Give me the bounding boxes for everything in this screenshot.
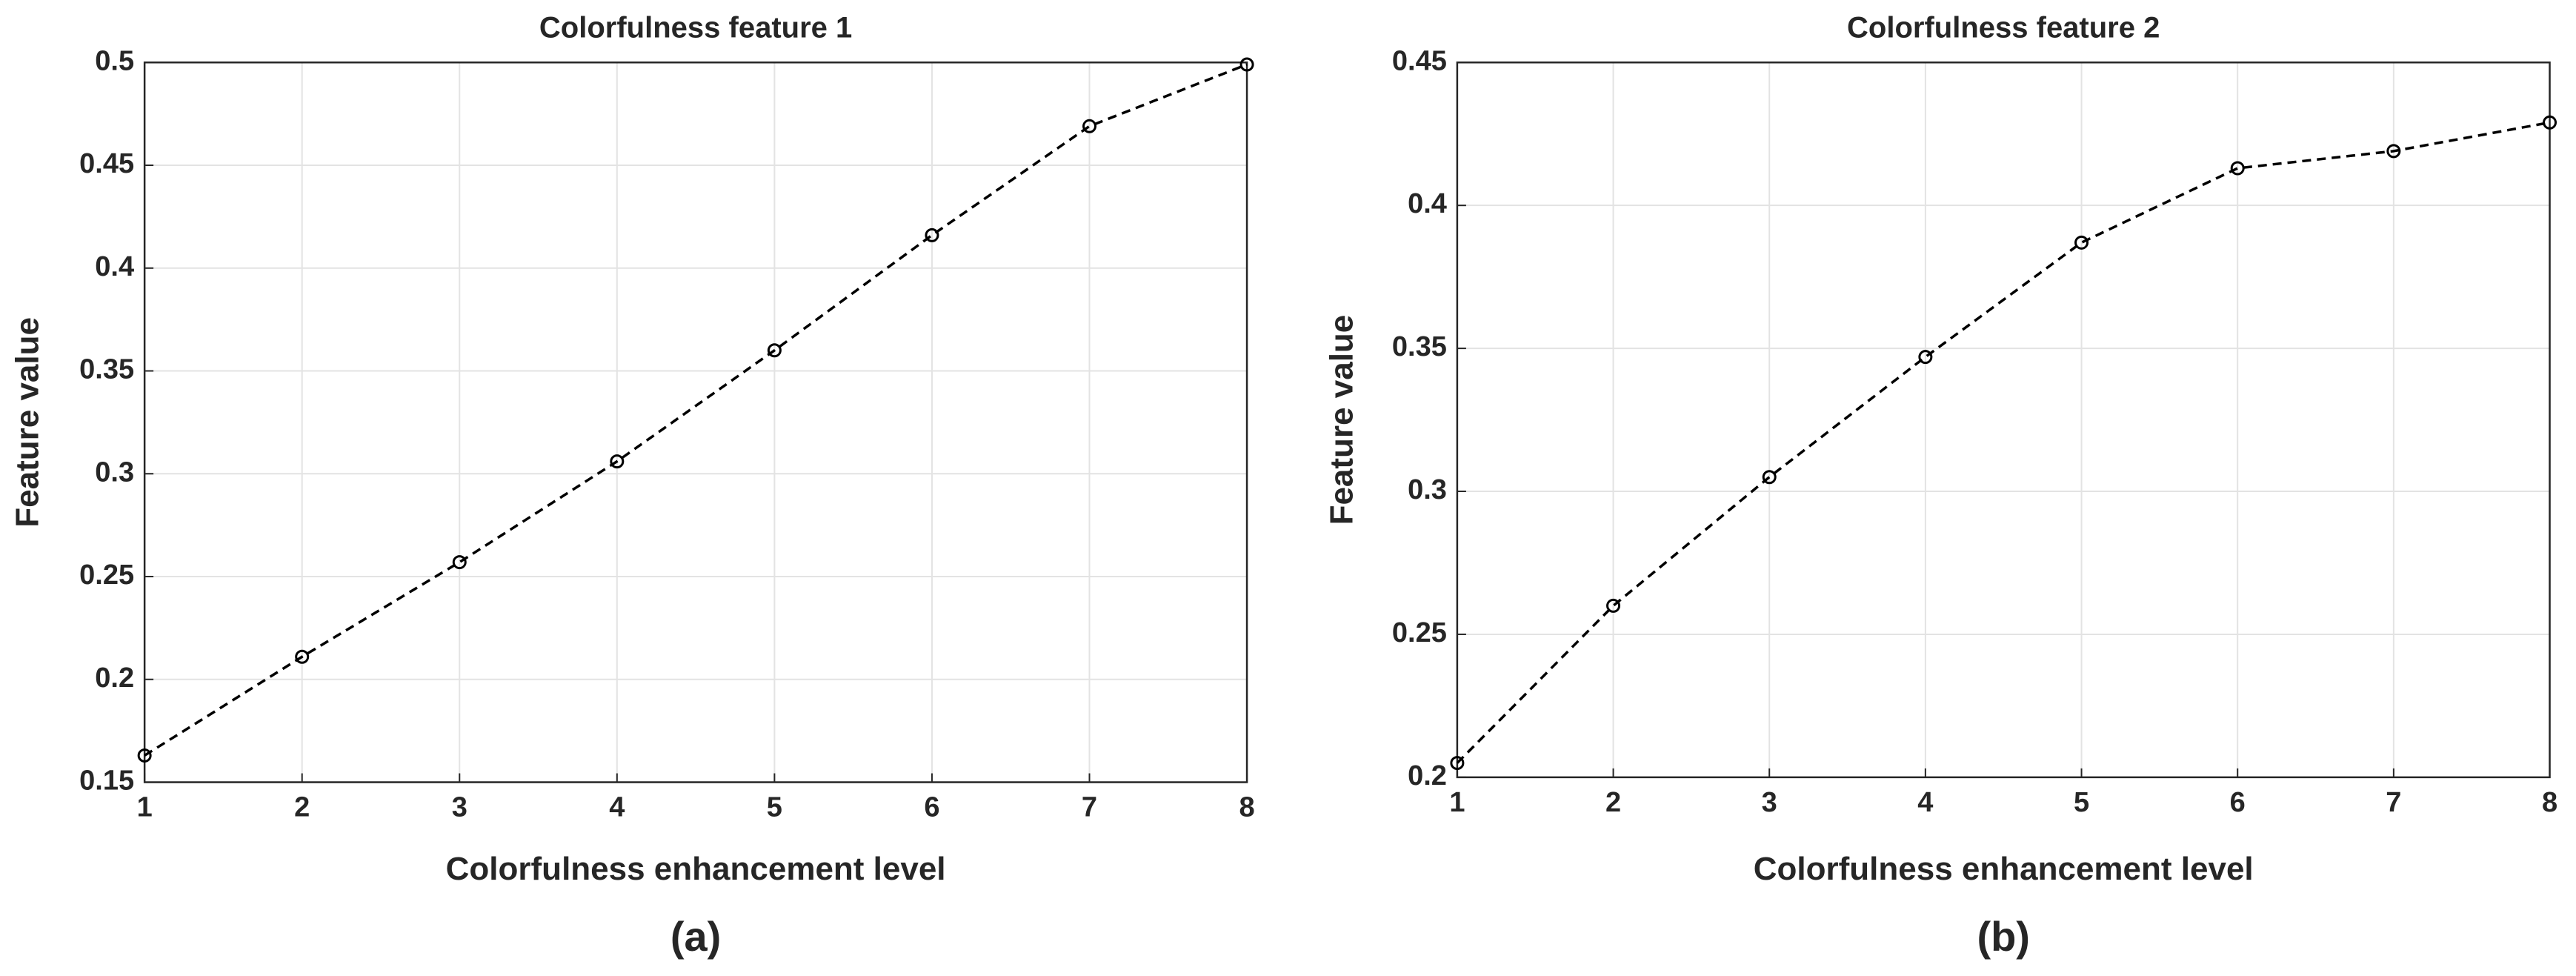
data-point (1918, 350, 1933, 365)
x-tick-label: 3 (452, 792, 467, 823)
data-point (1450, 756, 1465, 771)
y-tick-label: 0.3 (95, 457, 134, 488)
y-tick-label: 0.5 (95, 45, 134, 76)
x-tick-label: 4 (1917, 787, 1933, 818)
y-tick-label: 0.45 (79, 148, 134, 179)
y-tick-label: 0.4 (95, 251, 134, 282)
plot-area (144, 62, 1248, 783)
plot-area (1457, 62, 2550, 777)
data-point (610, 454, 625, 469)
x-tick-label: 3 (1762, 787, 1777, 818)
panel-label: (a) (670, 913, 721, 960)
x-tick-label: 2 (1605, 787, 1621, 818)
y-tick-label: 0.15 (79, 766, 134, 797)
data-point (137, 748, 152, 763)
panel-label: (b) (1977, 913, 2030, 960)
data-point (1762, 470, 1777, 485)
x-tick-label: 5 (2074, 787, 2089, 818)
x-tick-label: 6 (924, 792, 939, 823)
x-tick-label: 8 (2542, 787, 2557, 818)
x-tick-label: 4 (609, 792, 625, 823)
x-tick-label: 1 (137, 792, 153, 823)
x-tick-label: 7 (1082, 792, 1097, 823)
data-point (2074, 235, 2089, 250)
chart-title: Colorfulness feature 1 (539, 11, 852, 44)
x-tick-label: 8 (1239, 792, 1254, 823)
data-point (2543, 115, 2557, 130)
data-point (295, 649, 310, 664)
y-tick-label: 0.25 (1392, 617, 1447, 648)
x-tick-label: 6 (2230, 787, 2246, 818)
data-point (452, 555, 467, 570)
x-axis-label: Colorfulness enhancement level (446, 851, 946, 887)
y-tick-label: 0.3 (1408, 474, 1447, 505)
y-tick-label: 0.35 (1392, 331, 1447, 362)
data-point (2386, 144, 2401, 159)
series-line (1456, 121, 2550, 764)
data-point (1239, 57, 1254, 72)
x-axis-label: Colorfulness enhancement level (1754, 851, 2254, 887)
chart-title: Colorfulness feature 2 (1847, 11, 2160, 44)
series-line (144, 63, 1248, 757)
data-point (925, 228, 939, 242)
x-tick-label: 2 (294, 792, 310, 823)
y-axis-label: Feature value (10, 317, 46, 528)
data-point (767, 343, 782, 358)
y-tick-label: 0.45 (1392, 45, 1447, 76)
x-tick-label: 7 (2386, 787, 2401, 818)
y-tick-label: 0.4 (1408, 188, 1447, 219)
x-tick-label: 1 (1449, 787, 1465, 818)
y-tick-label: 0.2 (95, 663, 134, 694)
x-tick-label: 5 (767, 792, 782, 823)
y-tick-label: 0.35 (79, 354, 134, 385)
y-tick-label: 0.2 (1408, 760, 1447, 791)
y-axis-label: Feature value (1324, 315, 1360, 525)
data-point (1082, 119, 1097, 133)
data-point (2230, 161, 2245, 176)
plot-frame (1456, 62, 2551, 779)
y-tick-label: 0.25 (79, 560, 134, 591)
plot-frame (143, 62, 1248, 783)
data-point (1606, 598, 1621, 613)
